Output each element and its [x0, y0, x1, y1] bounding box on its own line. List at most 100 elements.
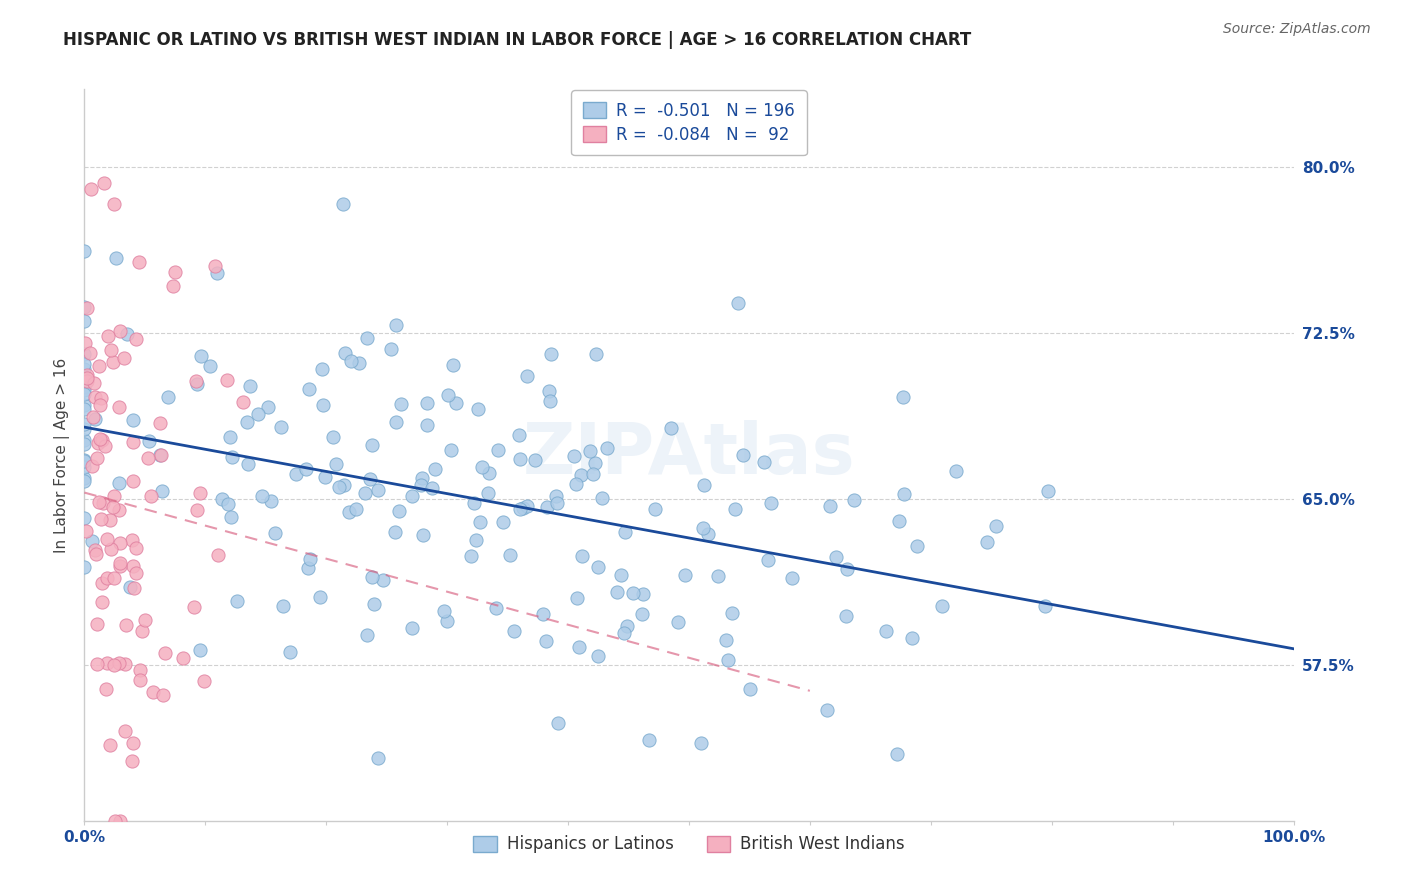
Point	[205, 266, 228, 280]
Point	[103, 354, 125, 368]
Point	[738, 681, 761, 696]
Point	[308, 591, 330, 605]
Point	[73, 244, 96, 258]
Point	[818, 499, 841, 513]
Point	[84, 547, 107, 561]
Point	[87, 359, 110, 373]
Point	[96, 329, 118, 343]
Point	[73, 314, 96, 328]
Point	[976, 534, 998, 549]
Point	[380, 342, 402, 356]
Point	[485, 601, 508, 615]
Point	[586, 649, 609, 664]
Point	[108, 475, 131, 490]
Point	[630, 607, 652, 622]
Point	[80, 182, 103, 196]
Point	[638, 732, 661, 747]
Point	[82, 458, 104, 473]
Point	[717, 652, 740, 666]
Point	[114, 657, 136, 672]
Point	[190, 349, 212, 363]
Point	[673, 568, 696, 582]
Point	[114, 723, 136, 738]
Point	[478, 466, 501, 480]
Point	[891, 390, 914, 404]
Point	[356, 331, 378, 345]
Point	[128, 673, 150, 688]
Point	[122, 474, 145, 488]
Point	[172, 650, 194, 665]
Point	[86, 657, 108, 671]
Point	[692, 521, 714, 535]
Point	[499, 548, 522, 562]
Y-axis label: In Labor Force | Age > 16: In Labor Force | Age > 16	[55, 358, 70, 552]
Point	[73, 357, 96, 371]
Point	[83, 376, 105, 391]
Point	[666, 615, 689, 629]
Point	[716, 632, 738, 647]
Point	[328, 480, 350, 494]
Point	[84, 390, 107, 404]
Point	[100, 343, 122, 357]
Point	[337, 505, 360, 519]
Point	[562, 449, 585, 463]
Point	[108, 814, 131, 828]
Point	[104, 814, 127, 828]
Point	[96, 656, 118, 670]
Point	[93, 496, 115, 510]
Point	[110, 559, 132, 574]
Point	[79, 346, 101, 360]
Point	[322, 430, 344, 444]
Point	[367, 483, 389, 497]
Point	[571, 549, 593, 563]
Point	[83, 542, 105, 557]
Point	[385, 415, 408, 429]
Point	[94, 682, 117, 697]
Point	[122, 434, 145, 449]
Point	[246, 407, 269, 421]
Point	[583, 456, 606, 470]
Point	[731, 448, 754, 462]
Point	[509, 502, 531, 516]
Point	[444, 396, 467, 410]
Point	[436, 614, 458, 628]
Point	[156, 391, 179, 405]
Point	[388, 503, 411, 517]
Point	[73, 380, 96, 394]
Point	[239, 378, 262, 392]
Point	[409, 477, 432, 491]
Point	[886, 747, 908, 762]
Point	[125, 332, 148, 346]
Point	[73, 362, 96, 376]
Point	[217, 497, 239, 511]
Point	[401, 621, 423, 635]
Point	[536, 633, 558, 648]
Point	[616, 618, 638, 632]
Point	[108, 400, 131, 414]
Point	[524, 453, 547, 467]
Point	[121, 755, 143, 769]
Point	[533, 607, 555, 622]
Point	[536, 500, 558, 515]
Point	[219, 510, 242, 524]
Point	[226, 594, 249, 608]
Point	[89, 398, 111, 412]
Point	[122, 412, 145, 426]
Point	[76, 371, 98, 385]
Point	[540, 347, 562, 361]
Point	[218, 430, 240, 444]
Point	[73, 402, 96, 417]
Point	[441, 359, 464, 373]
Point	[471, 460, 494, 475]
Point	[586, 559, 609, 574]
Point	[103, 500, 125, 514]
Point	[73, 383, 96, 397]
Point	[416, 418, 439, 433]
Point	[780, 571, 803, 585]
Legend: Hispanics or Latinos, British West Indians: Hispanics or Latinos, British West India…	[467, 829, 911, 860]
Point	[98, 513, 121, 527]
Point	[727, 296, 749, 310]
Point	[188, 643, 211, 657]
Point	[76, 368, 98, 382]
Point	[659, 420, 682, 434]
